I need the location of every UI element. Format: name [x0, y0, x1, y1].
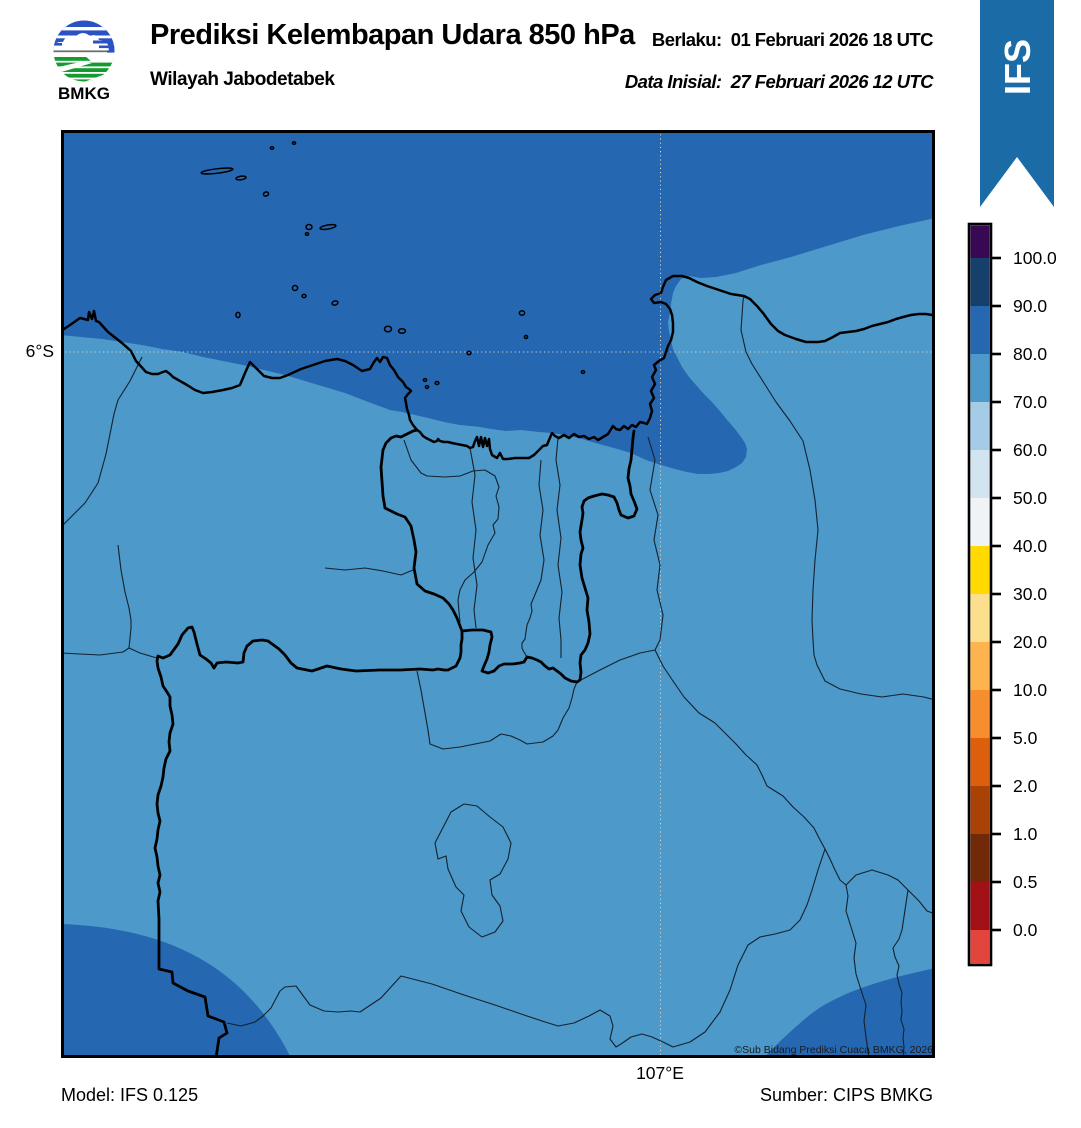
svg-text:90.0: 90.0 [1013, 296, 1047, 316]
svg-text:BMKG: BMKG [58, 84, 110, 103]
svg-text:50.0: 50.0 [1013, 488, 1047, 508]
svg-text:60.0: 60.0 [1013, 440, 1047, 460]
svg-text:0.5: 0.5 [1013, 872, 1037, 892]
svg-text:70.0: 70.0 [1013, 392, 1047, 412]
svg-text:40.0: 40.0 [1013, 536, 1047, 556]
svg-text:30.0: 30.0 [1013, 584, 1047, 604]
svg-text:20.0: 20.0 [1013, 632, 1047, 652]
svg-text:©Sub Bidang Prediksi Cuaca BMK: ©Sub Bidang Prediksi Cuaca BMKG, 2026 [734, 1044, 933, 1056]
svg-text:1.0: 1.0 [1013, 824, 1038, 844]
svg-text:80.0: 80.0 [1013, 344, 1047, 364]
svg-text:10.0: 10.0 [1013, 680, 1047, 700]
svg-text:100.0: 100.0 [1013, 248, 1057, 268]
svg-text:0.0: 0.0 [1013, 920, 1038, 940]
svg-text:2.0: 2.0 [1013, 776, 1038, 796]
svg-text:IFS: IFS [997, 39, 1038, 95]
svg-text:5.0: 5.0 [1013, 728, 1038, 748]
